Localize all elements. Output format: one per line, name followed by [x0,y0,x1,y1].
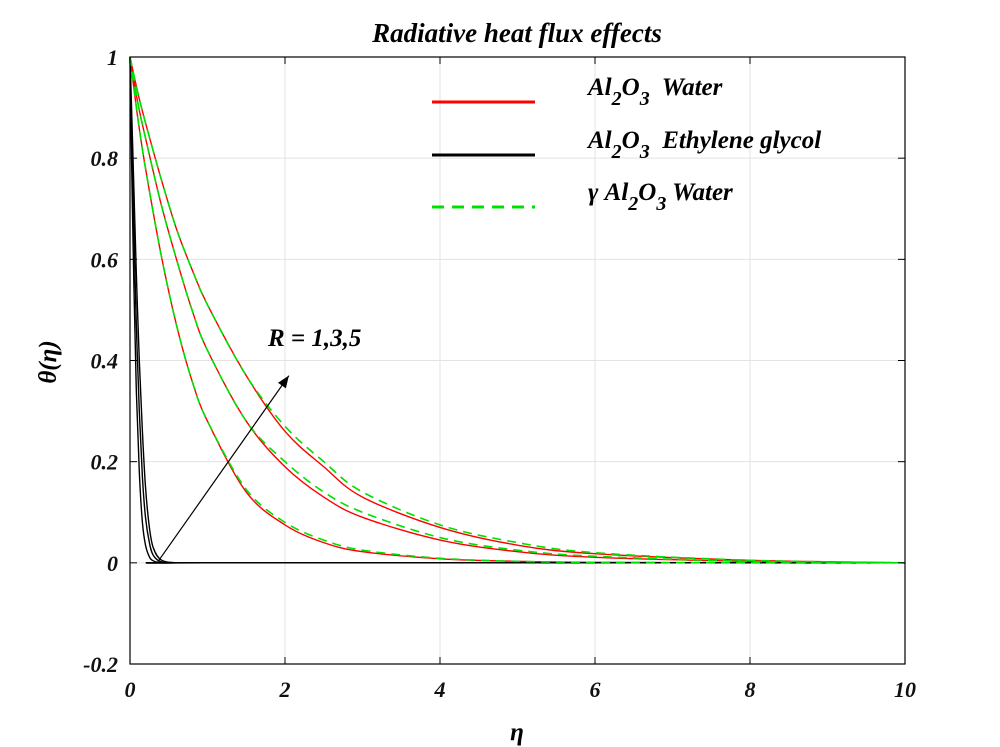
x-tick-label: 8 [745,677,756,702]
x-tick-label: 10 [894,677,916,702]
series-al2o3-ethylene-glycol [129,56,905,564]
y-tick-label: 0.8 [91,146,119,171]
curve-R5 [129,56,905,564]
y-tick-label: 0.4 [91,349,119,374]
tick-labels: 0 2 4 6 8 10 -0.2 0 0.2 0.4 0.6 0.8 1 [83,45,916,702]
x-axis-label: η [510,719,524,746]
annotation-label: R = 1,3,5 [267,325,361,352]
legend-label: Al2O3 Ethylene glycol [586,127,821,163]
annotation-arrowhead [277,375,289,389]
y-tick-label: 0.6 [91,247,119,272]
x-tick-label: 2 [279,677,291,702]
plot-area [129,56,906,564]
chart-title: Radiative heat flux effects [371,18,662,48]
x-tick-label: 6 [590,677,601,702]
y-tick-label: 0 [107,551,118,576]
curve-R3 [129,56,906,564]
y-axis-label: θ(η) [35,340,62,383]
x-tick-label: 0 [125,677,136,702]
y-tick-label: 0.2 [91,450,119,475]
series--al2o3-water [129,56,906,564]
curve-R5 [129,56,906,564]
x-tick-label: 4 [434,677,446,702]
legend: Al2O3 Water Al2O3 Ethylene glycol γ Al2O3 … [432,74,821,215]
curve-R3 [129,56,906,564]
annotation: R = 1,3,5 [156,325,361,564]
legend-label: γ Al2O3 Water [588,179,733,215]
legend-label: Al2O3 Water [586,74,723,110]
y-tick-label: -0.2 [83,652,118,677]
annotation-arrow [156,375,290,564]
curve-R5 [129,56,906,564]
curve-R1 [129,56,906,564]
y-tick-label: 1 [107,45,118,70]
